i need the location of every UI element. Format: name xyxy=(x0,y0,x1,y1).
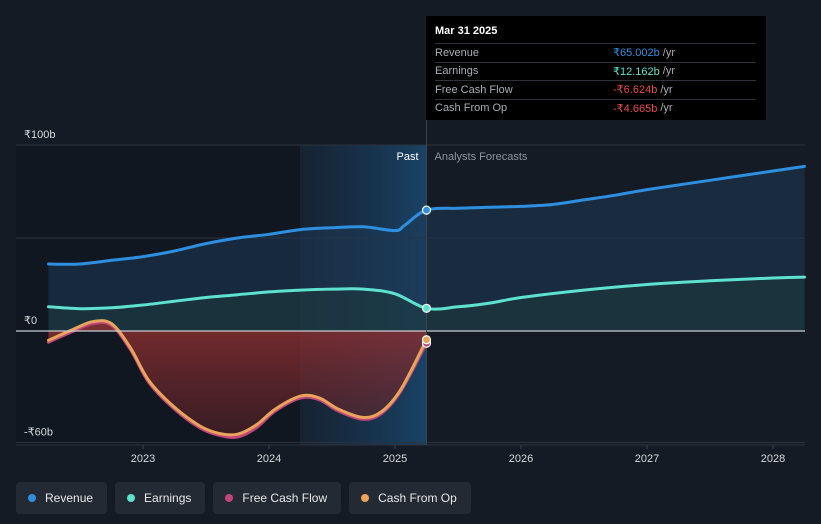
tooltip-row-value: -₹6.624b xyxy=(613,84,658,97)
tooltip-row-unit: /yr xyxy=(662,65,675,78)
legend-item-free-cash-flow[interactable]: Free Cash Flow xyxy=(213,482,342,514)
legend-dot-icon xyxy=(28,494,36,502)
tooltip-row: Earnings ₹12.162b/yr xyxy=(435,61,756,81)
tooltip-row-unit: /yr xyxy=(660,83,673,96)
tooltip-row-value: ₹12.162b xyxy=(613,65,660,78)
tooltip-row-label: Free Cash Flow xyxy=(435,83,513,96)
tooltip-date: Mar 31 2025 xyxy=(435,25,498,37)
legend-label: Cash From Op xyxy=(378,491,457,505)
y-tick-label: ₹100b xyxy=(24,129,55,141)
x-tick-label: 2023 xyxy=(131,453,155,465)
tooltip: Mar 31 2025 Revenue ₹65.002b/yr Earnings ₹1… xyxy=(426,16,766,120)
tooltip-row: Revenue ₹65.002b/yr xyxy=(435,43,756,62)
legend-label: Revenue xyxy=(45,491,94,505)
tooltip-row-unit: /yr xyxy=(660,102,673,115)
cash-from-op-line xyxy=(47,319,428,437)
tooltip-row-unit: /yr xyxy=(662,46,675,59)
y-axis-labels: ₹100b ₹0 -₹60b xyxy=(24,129,55,439)
legend-item-earnings[interactable]: Earnings xyxy=(115,482,206,514)
x-tick-label: 2025 xyxy=(383,453,407,465)
legend: Revenue Earnings Free Cash Flow Cash From O… xyxy=(16,482,471,514)
legend-item-cash-from-op[interactable]: Cash From Op xyxy=(349,482,471,514)
y-tick-label: ₹0 xyxy=(24,315,37,327)
highlight-markers xyxy=(421,205,432,348)
x-tick-label: 2028 xyxy=(761,453,785,465)
earnings-area xyxy=(48,277,805,331)
tooltip-row-label: Cash From Op xyxy=(435,102,508,115)
x-tick-label: 2024 xyxy=(257,453,281,465)
tooltip-row-value: -₹4.665b xyxy=(613,102,658,115)
x-tick-label: 2027 xyxy=(635,453,659,465)
earnings-line xyxy=(47,275,806,311)
tooltip-row-label: Earnings xyxy=(435,65,479,78)
tooltip-row: Free Cash Flow -₹6.624b/yr xyxy=(435,80,756,99)
tooltip-rows: Revenue ₹65.002b/yr Earnings ₹12.162b/yr Fre… xyxy=(435,43,756,117)
tooltip-row: Cash From Op -₹4.665b/yr xyxy=(435,98,756,118)
past-label: Past xyxy=(396,151,418,163)
cash-from-op-marker xyxy=(421,335,432,345)
tooltip-row-value: ₹65.002b xyxy=(613,47,660,60)
tooltip-row-label: Revenue xyxy=(435,46,480,59)
series-lines xyxy=(47,164,806,439)
legend-label: Earnings xyxy=(144,491,192,505)
free-cash-flow-area xyxy=(48,322,427,438)
legend-label: Free Cash Flow xyxy=(242,491,328,505)
x-axis-labels: 2023 2024 2025 2026 2027 2028 xyxy=(131,445,785,465)
legend-dot-icon xyxy=(225,494,234,502)
legend-item-revenue[interactable]: Revenue xyxy=(16,482,108,514)
y-tick-label: -₹60b xyxy=(24,427,53,439)
revenue-line xyxy=(47,164,806,266)
legend-dot-icon xyxy=(361,494,370,502)
legend-dot-icon xyxy=(127,494,136,502)
forecast-label: Analysts Forecasts xyxy=(435,151,528,163)
x-tick-label: 2026 xyxy=(509,453,533,465)
earnings-marker xyxy=(421,303,432,313)
revenue-marker xyxy=(421,205,432,215)
